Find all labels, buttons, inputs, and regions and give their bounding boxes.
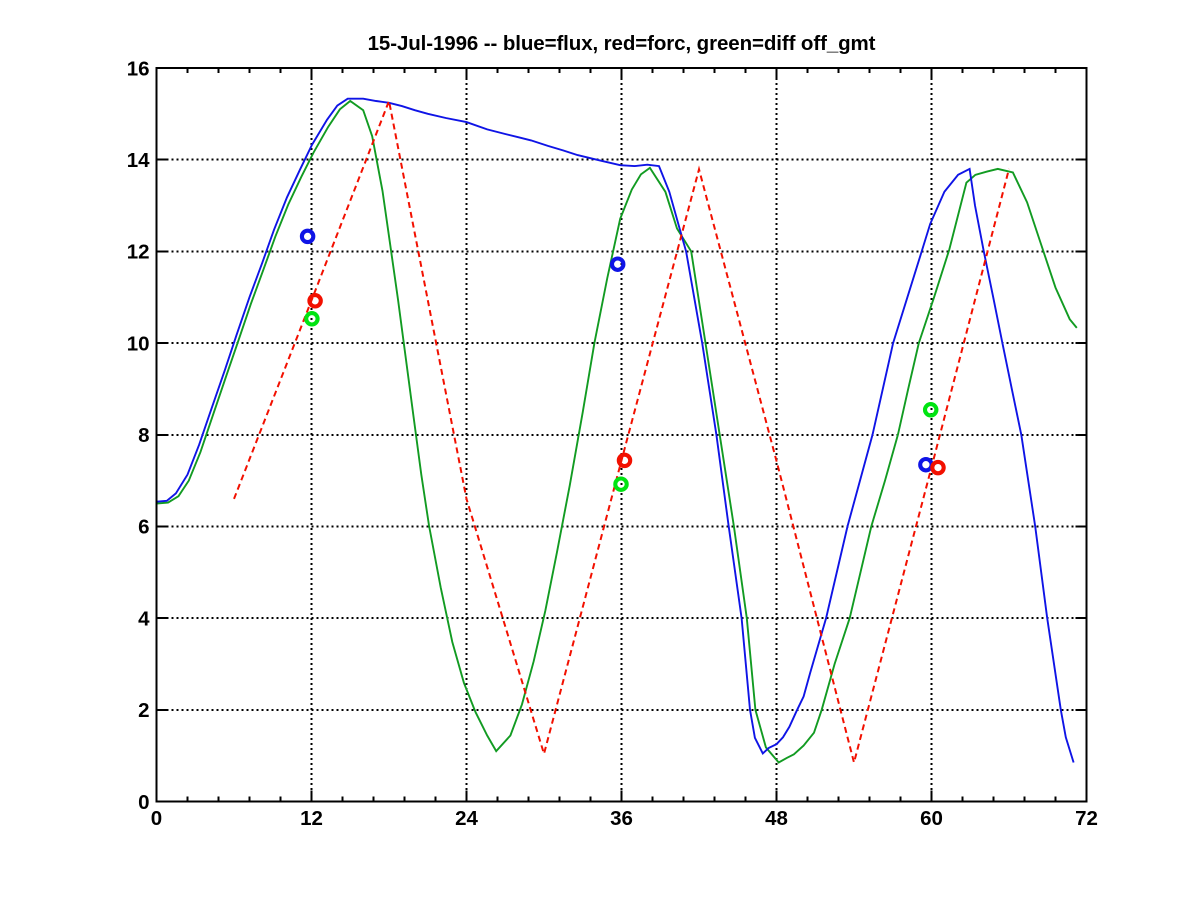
- svg-text:36: 36: [610, 807, 633, 830]
- svg-text:6: 6: [138, 516, 149, 539]
- svg-text:48: 48: [765, 807, 788, 830]
- svg-text:2: 2: [138, 699, 149, 722]
- svg-text:8: 8: [138, 424, 149, 447]
- svg-text:10: 10: [127, 332, 150, 355]
- svg-text:16: 16: [127, 57, 150, 80]
- svg-text:14: 14: [127, 149, 150, 172]
- svg-text:0: 0: [151, 807, 162, 830]
- svg-text:60: 60: [920, 807, 943, 830]
- svg-text:72: 72: [1075, 807, 1098, 830]
- svg-text:24: 24: [455, 807, 478, 830]
- svg-text:12: 12: [300, 807, 323, 830]
- svg-text:15-Jul-1996 -- blue=flux, red=: 15-Jul-1996 -- blue=flux, red=forc, gree…: [368, 32, 876, 55]
- svg-text:0: 0: [138, 791, 149, 814]
- svg-text:4: 4: [138, 607, 150, 630]
- svg-text:12: 12: [127, 241, 150, 264]
